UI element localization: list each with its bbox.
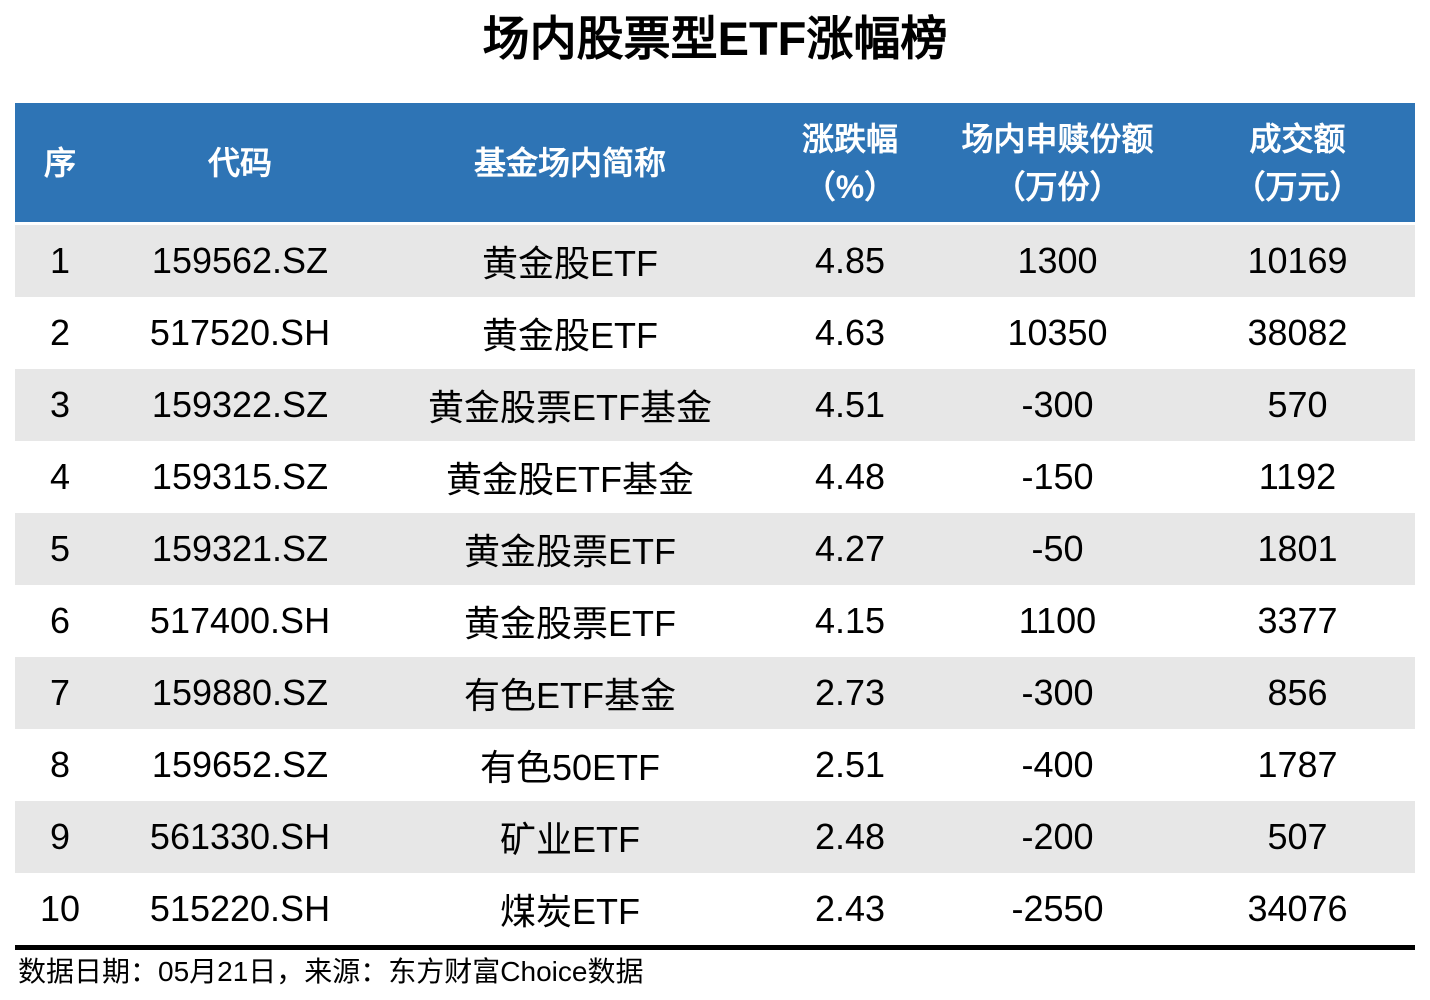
cell-seq: 1 <box>15 223 105 297</box>
cell-change-pct: 2.73 <box>765 657 935 729</box>
table-row: 6 517400.SH 黄金股票ETF 4.15 1100 3377 <box>15 585 1415 657</box>
cell-code: 159880.SZ <box>105 657 375 729</box>
cell-subscription-shares: -2550 <box>935 873 1180 945</box>
cell-subscription-shares: -200 <box>935 801 1180 873</box>
cell-fund-name: 黄金股票ETF <box>375 513 765 585</box>
table-row: 7 159880.SZ 有色ETF基金 2.73 -300 856 <box>15 657 1415 729</box>
cell-code: 561330.SH <box>105 801 375 873</box>
cell-code: 515220.SH <box>105 873 375 945</box>
cell-seq: 10 <box>15 873 105 945</box>
cell-turnover: 3377 <box>1180 585 1415 657</box>
cell-turnover: 1801 <box>1180 513 1415 585</box>
cell-change-pct: 4.51 <box>765 369 935 441</box>
cell-code: 517520.SH <box>105 297 375 369</box>
cell-code: 159562.SZ <box>105 223 375 297</box>
col-header-seq: 序 <box>15 103 105 225</box>
col-header-fund-name: 基金场内简称 <box>375 103 765 225</box>
cell-change-pct: 4.85 <box>765 223 935 297</box>
cell-subscription-shares: -300 <box>935 369 1180 441</box>
cell-fund-name: 矿业ETF <box>375 801 765 873</box>
cell-turnover: 856 <box>1180 657 1415 729</box>
cell-turnover: 507 <box>1180 801 1415 873</box>
cell-fund-name: 黄金股ETF <box>375 223 765 297</box>
cell-subscription-shares: -400 <box>935 729 1180 801</box>
footer-divider <box>15 945 1415 950</box>
header-row: 序 代码 基金场内简称 涨跌幅 （%） 场内申赎份额 （万份） 成交额 （万元） <box>15 103 1415 225</box>
cell-turnover: 570 <box>1180 369 1415 441</box>
cell-subscription-shares: -50 <box>935 513 1180 585</box>
cell-seq: 2 <box>15 297 105 369</box>
cell-subscription-shares: 1300 <box>935 223 1180 297</box>
col-header-code: 代码 <box>105 103 375 225</box>
cell-code: 159315.SZ <box>105 441 375 513</box>
cell-seq: 3 <box>15 369 105 441</box>
cell-code: 159652.SZ <box>105 729 375 801</box>
cell-code: 159321.SZ <box>105 513 375 585</box>
table-row: 2 517520.SH 黄金股ETF 4.63 10350 38082 <box>15 297 1415 369</box>
etf-table: 序 代码 基金场内简称 涨跌幅 （%） 场内申赎份额 （万份） 成交额 （万元）… <box>15 103 1415 945</box>
cell-turnover: 38082 <box>1180 297 1415 369</box>
cell-turnover: 1192 <box>1180 441 1415 513</box>
cell-seq: 6 <box>15 585 105 657</box>
table-row: 9 561330.SH 矿业ETF 2.48 -200 507 <box>15 801 1415 873</box>
cell-change-pct: 4.27 <box>765 513 935 585</box>
cell-subscription-shares: 1100 <box>935 585 1180 657</box>
table-row: 10 515220.SH 煤炭ETF 2.43 -2550 34076 <box>15 873 1415 945</box>
cell-seq: 7 <box>15 657 105 729</box>
cell-fund-name: 煤炭ETF <box>375 873 765 945</box>
cell-turnover: 10169 <box>1180 223 1415 297</box>
cell-fund-name: 有色ETF基金 <box>375 657 765 729</box>
cell-fund-name: 黄金股ETF基金 <box>375 441 765 513</box>
cell-seq: 4 <box>15 441 105 513</box>
cell-fund-name: 黄金股票ETF基金 <box>375 369 765 441</box>
cell-code: 517400.SH <box>105 585 375 657</box>
cell-change-pct: 4.15 <box>765 585 935 657</box>
cell-seq: 8 <box>15 729 105 801</box>
cell-change-pct: 4.48 <box>765 441 935 513</box>
cell-change-pct: 2.51 <box>765 729 935 801</box>
table-row: 3 159322.SZ 黄金股票ETF基金 4.51 -300 570 <box>15 369 1415 441</box>
cell-fund-name: 黄金股票ETF <box>375 585 765 657</box>
cell-turnover: 34076 <box>1180 873 1415 945</box>
col-header-change-pct: 涨跌幅 （%） <box>765 103 935 225</box>
col-header-turnover: 成交额 （万元） <box>1180 103 1415 225</box>
col-header-subscription-shares: 场内申赎份额 （万份） <box>935 103 1180 225</box>
cell-change-pct: 2.48 <box>765 801 935 873</box>
page-title: 场内股票型ETF涨幅榜 <box>482 12 948 65</box>
cell-seq: 5 <box>15 513 105 585</box>
cell-change-pct: 2.43 <box>765 873 935 945</box>
table-row: 1 159562.SZ 黄金股ETF 4.85 1300 10169 <box>15 223 1415 297</box>
cell-subscription-shares: -150 <box>935 441 1180 513</box>
table-row: 8 159652.SZ 有色50ETF 2.51 -400 1787 <box>15 729 1415 801</box>
cell-code: 159322.SZ <box>105 369 375 441</box>
cell-subscription-shares: 10350 <box>935 297 1180 369</box>
cell-fund-name: 有色50ETF <box>375 729 765 801</box>
cell-fund-name: 黄金股ETF <box>375 297 765 369</box>
cell-subscription-shares: -300 <box>935 657 1180 729</box>
cell-turnover: 1787 <box>1180 729 1415 801</box>
table-row: 4 159315.SZ 黄金股ETF基金 4.48 -150 1192 <box>15 441 1415 513</box>
table-row: 5 159321.SZ 黄金股票ETF 4.27 -50 1801 <box>15 513 1415 585</box>
cell-change-pct: 4.63 <box>765 297 935 369</box>
data-source-note: 数据日期：05月21日，来源：东方财富Choice数据 <box>18 956 644 987</box>
cell-seq: 9 <box>15 801 105 873</box>
